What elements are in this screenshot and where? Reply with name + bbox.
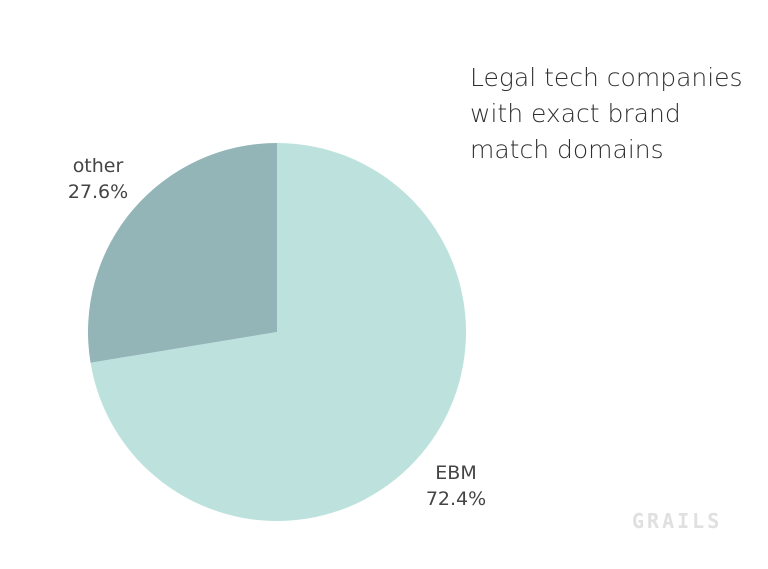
pie-slice-other xyxy=(87,143,277,363)
slice-name: other xyxy=(72,155,124,177)
pie-slice-ebm xyxy=(90,143,467,521)
slice-value: 72.4% xyxy=(425,488,487,510)
grails-logo: GRAILS xyxy=(632,509,723,533)
slice-value: 27.6% xyxy=(67,181,129,203)
slice-name: EBM xyxy=(435,462,477,484)
title-line: with exact brand xyxy=(470,99,681,128)
slice-label-other: other 27.6% xyxy=(60,153,136,205)
title-line: Legal tech companies xyxy=(470,63,743,92)
title-line: match domains xyxy=(470,135,664,164)
chart-title: Legal tech companies with exact brand ma… xyxy=(470,60,743,168)
slice-label-ebm: EBM 72.4% xyxy=(418,460,494,512)
